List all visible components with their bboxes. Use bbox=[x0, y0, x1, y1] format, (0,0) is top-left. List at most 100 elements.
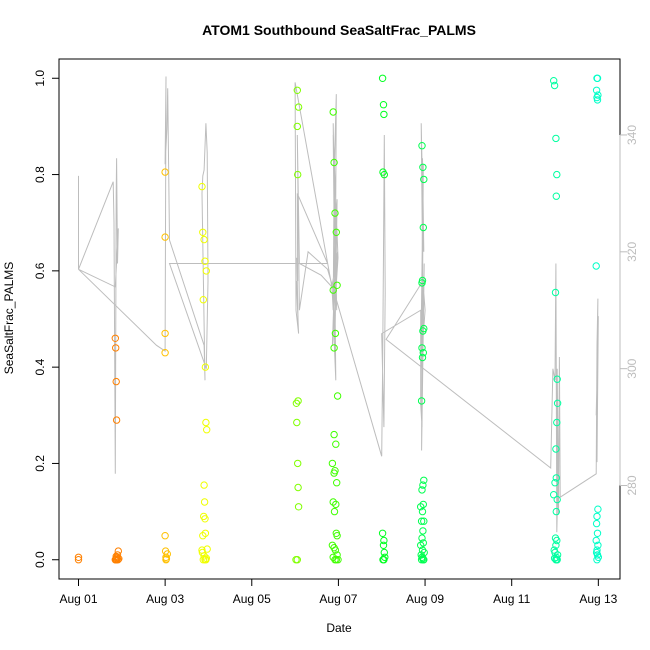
data-point bbox=[333, 479, 341, 487]
data-point bbox=[203, 426, 211, 434]
data-point bbox=[74, 556, 83, 564]
data-point bbox=[293, 122, 301, 131]
data-point bbox=[418, 344, 426, 352]
data-point bbox=[419, 556, 427, 564]
data-point bbox=[198, 548, 207, 557]
data-point bbox=[112, 377, 120, 386]
data-point bbox=[200, 481, 208, 489]
data-point bbox=[162, 555, 171, 563]
y2-tick-label: 340 bbox=[625, 125, 639, 145]
data-point bbox=[331, 329, 340, 338]
data-point bbox=[552, 507, 560, 516]
data-point bbox=[199, 296, 208, 304]
data-point bbox=[420, 476, 428, 484]
data-point bbox=[333, 392, 342, 400]
data-point bbox=[74, 553, 83, 561]
data-point bbox=[418, 353, 427, 362]
data-point bbox=[112, 344, 120, 352]
data-point bbox=[202, 418, 210, 427]
y-tick-label: 0.2 bbox=[33, 455, 47, 472]
data-point bbox=[334, 556, 342, 564]
data-point bbox=[380, 110, 388, 119]
data-point bbox=[330, 344, 338, 352]
data-point bbox=[419, 163, 427, 172]
data-point bbox=[328, 459, 337, 468]
data-point bbox=[419, 500, 427, 509]
x-tick-label: Aug 05 bbox=[233, 592, 271, 606]
data-point bbox=[332, 440, 340, 448]
data-point bbox=[418, 507, 427, 516]
data-point bbox=[553, 418, 561, 427]
data-point bbox=[200, 235, 208, 244]
y-tick-label: 1.0 bbox=[33, 70, 47, 87]
data-point bbox=[594, 505, 602, 513]
data-point bbox=[293, 418, 301, 427]
data-point bbox=[550, 81, 559, 90]
data-point bbox=[294, 103, 303, 111]
data-point bbox=[417, 397, 426, 405]
data-point bbox=[332, 228, 340, 237]
y2-tick-label: 280 bbox=[625, 475, 639, 495]
data-point bbox=[553, 536, 561, 545]
y-axis-label: SeaSaltFrac_PALMS bbox=[2, 262, 16, 375]
data-point bbox=[161, 349, 169, 357]
data-point bbox=[552, 474, 560, 482]
data-point bbox=[293, 86, 301, 95]
data-point bbox=[417, 541, 425, 549]
y-tick-label: 0.8 bbox=[33, 166, 47, 183]
data-point bbox=[198, 182, 206, 191]
y-tick-label: 0.4 bbox=[33, 358, 47, 375]
data-point bbox=[419, 223, 427, 232]
data-point bbox=[380, 536, 388, 545]
data-point bbox=[293, 556, 301, 564]
data-point bbox=[551, 548, 559, 557]
data-point bbox=[552, 134, 560, 143]
data-point bbox=[378, 74, 387, 83]
data-point bbox=[417, 503, 425, 511]
data-point bbox=[333, 281, 341, 289]
data-point bbox=[420, 175, 428, 184]
plot-box bbox=[58, 58, 621, 580]
data-point bbox=[111, 334, 120, 342]
data-point bbox=[419, 481, 427, 489]
data-point bbox=[161, 532, 169, 540]
data-point bbox=[333, 532, 341, 540]
x-tick-label: Aug 11 bbox=[493, 592, 530, 606]
data-point bbox=[593, 529, 602, 537]
data-point bbox=[592, 519, 601, 528]
y2-tick-label: 300 bbox=[625, 358, 639, 378]
data-point bbox=[332, 500, 340, 509]
data-point bbox=[417, 517, 426, 525]
data-point bbox=[419, 327, 427, 335]
data-point bbox=[292, 399, 301, 407]
x-tick-label: Aug 03 bbox=[146, 592, 184, 606]
data-point bbox=[593, 512, 601, 521]
data-point bbox=[201, 257, 209, 265]
data-point bbox=[112, 416, 121, 424]
data-point bbox=[161, 329, 169, 338]
data-point bbox=[418, 142, 426, 150]
data-point bbox=[380, 556, 388, 564]
data-point bbox=[161, 547, 170, 555]
data-point bbox=[200, 552, 208, 560]
data-point bbox=[294, 503, 303, 511]
data-point bbox=[553, 399, 562, 407]
data-point bbox=[113, 551, 122, 559]
data-point bbox=[551, 288, 560, 297]
data-point bbox=[331, 546, 340, 554]
data-point bbox=[553, 556, 561, 564]
data-point bbox=[330, 507, 339, 516]
line-series-right-axis bbox=[78, 76, 599, 533]
data-point bbox=[419, 539, 427, 547]
data-point bbox=[329, 108, 337, 116]
data-point bbox=[113, 554, 121, 562]
data-point bbox=[593, 556, 601, 564]
data-point bbox=[551, 479, 559, 487]
data-point bbox=[199, 532, 207, 540]
data-point bbox=[294, 483, 302, 492]
data-point bbox=[552, 445, 560, 453]
data-point bbox=[294, 170, 302, 179]
data-point bbox=[419, 527, 427, 535]
data-point bbox=[592, 86, 601, 95]
